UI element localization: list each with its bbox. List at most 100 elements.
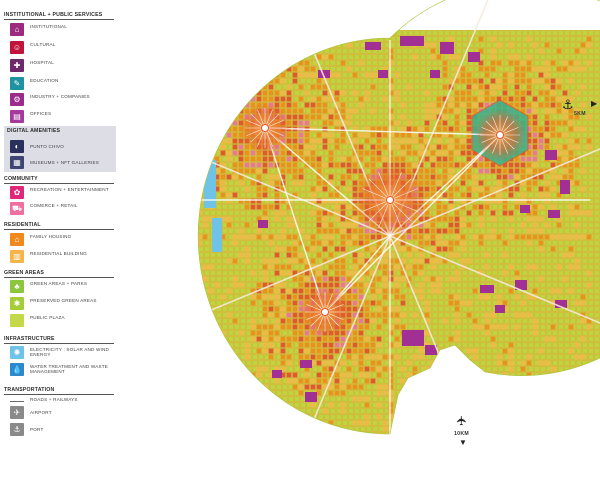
zoning-block [508, 210, 514, 216]
zoning-block [262, 162, 268, 168]
zoning-block [556, 66, 562, 72]
zoning-block [424, 168, 430, 174]
zoning-block [388, 240, 394, 246]
zoning-block [550, 234, 556, 240]
zoning-block [220, 96, 226, 102]
zoning-block [436, 192, 442, 198]
zoning-block [358, 60, 364, 66]
zoning-block [292, 168, 298, 174]
zoning-block [298, 174, 304, 180]
zoning-block [250, 150, 256, 156]
industry-zone [440, 42, 454, 54]
zoning-block [472, 234, 478, 240]
zoning-block [280, 90, 286, 96]
zoning-block [364, 126, 370, 132]
zoning-block [562, 156, 568, 162]
zoning-block [394, 354, 400, 360]
zoning-block [538, 360, 544, 366]
zoning-block [352, 258, 358, 264]
zoning-block [328, 120, 334, 126]
zoning-block [538, 204, 544, 210]
zoning-block [442, 156, 448, 162]
zoning-block [286, 288, 292, 294]
zoning-block [334, 198, 340, 204]
zoning-block [328, 252, 334, 258]
zoning-block [532, 144, 538, 150]
zoning-block [514, 72, 520, 78]
industry-zone [365, 42, 381, 50]
zoning-block [364, 234, 370, 240]
zoning-block [454, 276, 460, 282]
zoning-block [334, 72, 340, 78]
zoning-block [442, 318, 448, 324]
zoning-block [526, 120, 532, 126]
zoning-block [532, 234, 538, 240]
building-icon: ▥ [10, 250, 24, 263]
zoning-block [388, 354, 394, 360]
zoning-block [460, 222, 466, 228]
legend-item-cultural: ☺ CULTURAL [10, 41, 114, 55]
zoning-block [334, 138, 340, 144]
zoning-block [352, 132, 358, 138]
zoning-block [244, 426, 250, 432]
zoning-block [280, 210, 286, 216]
zoning-block [406, 228, 412, 234]
zoning-block [460, 216, 466, 222]
zoning-block [544, 192, 550, 198]
zoning-block [292, 156, 298, 162]
zoning-block [430, 114, 436, 120]
zoning-block [556, 132, 562, 138]
road-line-icon [10, 401, 24, 402]
zoning-block [436, 144, 442, 150]
zoning-block [244, 156, 250, 162]
zoning-block [304, 282, 310, 288]
legend-label: HOSPITAL [30, 60, 54, 65]
zoning-block [424, 276, 430, 282]
zoning-block [316, 162, 322, 168]
zoning-block [286, 300, 292, 306]
zoning-block [418, 138, 424, 144]
zoning-block [202, 264, 208, 270]
zoning-block [208, 378, 214, 384]
zoning-block [430, 54, 436, 60]
zoning-block [232, 126, 238, 132]
zoning-block [382, 270, 388, 276]
zoning-block [214, 84, 220, 90]
zoning-block [520, 414, 526, 420]
zoning-block [358, 264, 364, 270]
zoning-block [364, 378, 370, 384]
zoning-block [274, 234, 280, 240]
zoning-block [448, 204, 454, 210]
legend-label: AIRPORT [30, 410, 52, 415]
zoning-block [292, 162, 298, 168]
zoning-block [556, 102, 562, 108]
zoning-block [310, 240, 316, 246]
zoning-block [346, 108, 352, 114]
zoning-block [220, 426, 226, 432]
zoning-block [250, 336, 256, 342]
zoning-block [232, 240, 238, 246]
zoning-block [382, 144, 388, 150]
zoning-block [526, 102, 532, 108]
zoning-block [238, 114, 244, 120]
zoning-block [490, 54, 496, 60]
zoning-block [466, 348, 472, 354]
zoning-block [256, 186, 262, 192]
zoning-block [280, 150, 286, 156]
zoning-block [394, 240, 400, 246]
zoning-block [274, 264, 280, 270]
zoning-block [226, 192, 232, 198]
zoning-block [256, 324, 262, 330]
zoning-block [310, 402, 316, 408]
zoning-block [430, 186, 436, 192]
legend-item-port: ⚓ PORT [10, 423, 114, 437]
zoning-block [508, 72, 514, 78]
zoning-block [256, 78, 262, 84]
zoning-block [298, 120, 304, 126]
zoning-block [454, 126, 460, 132]
zoning-block [526, 144, 532, 150]
zoning-block [382, 276, 388, 282]
zoning-block [310, 72, 316, 78]
zoning-block [412, 150, 418, 156]
zoning-block [394, 318, 400, 324]
